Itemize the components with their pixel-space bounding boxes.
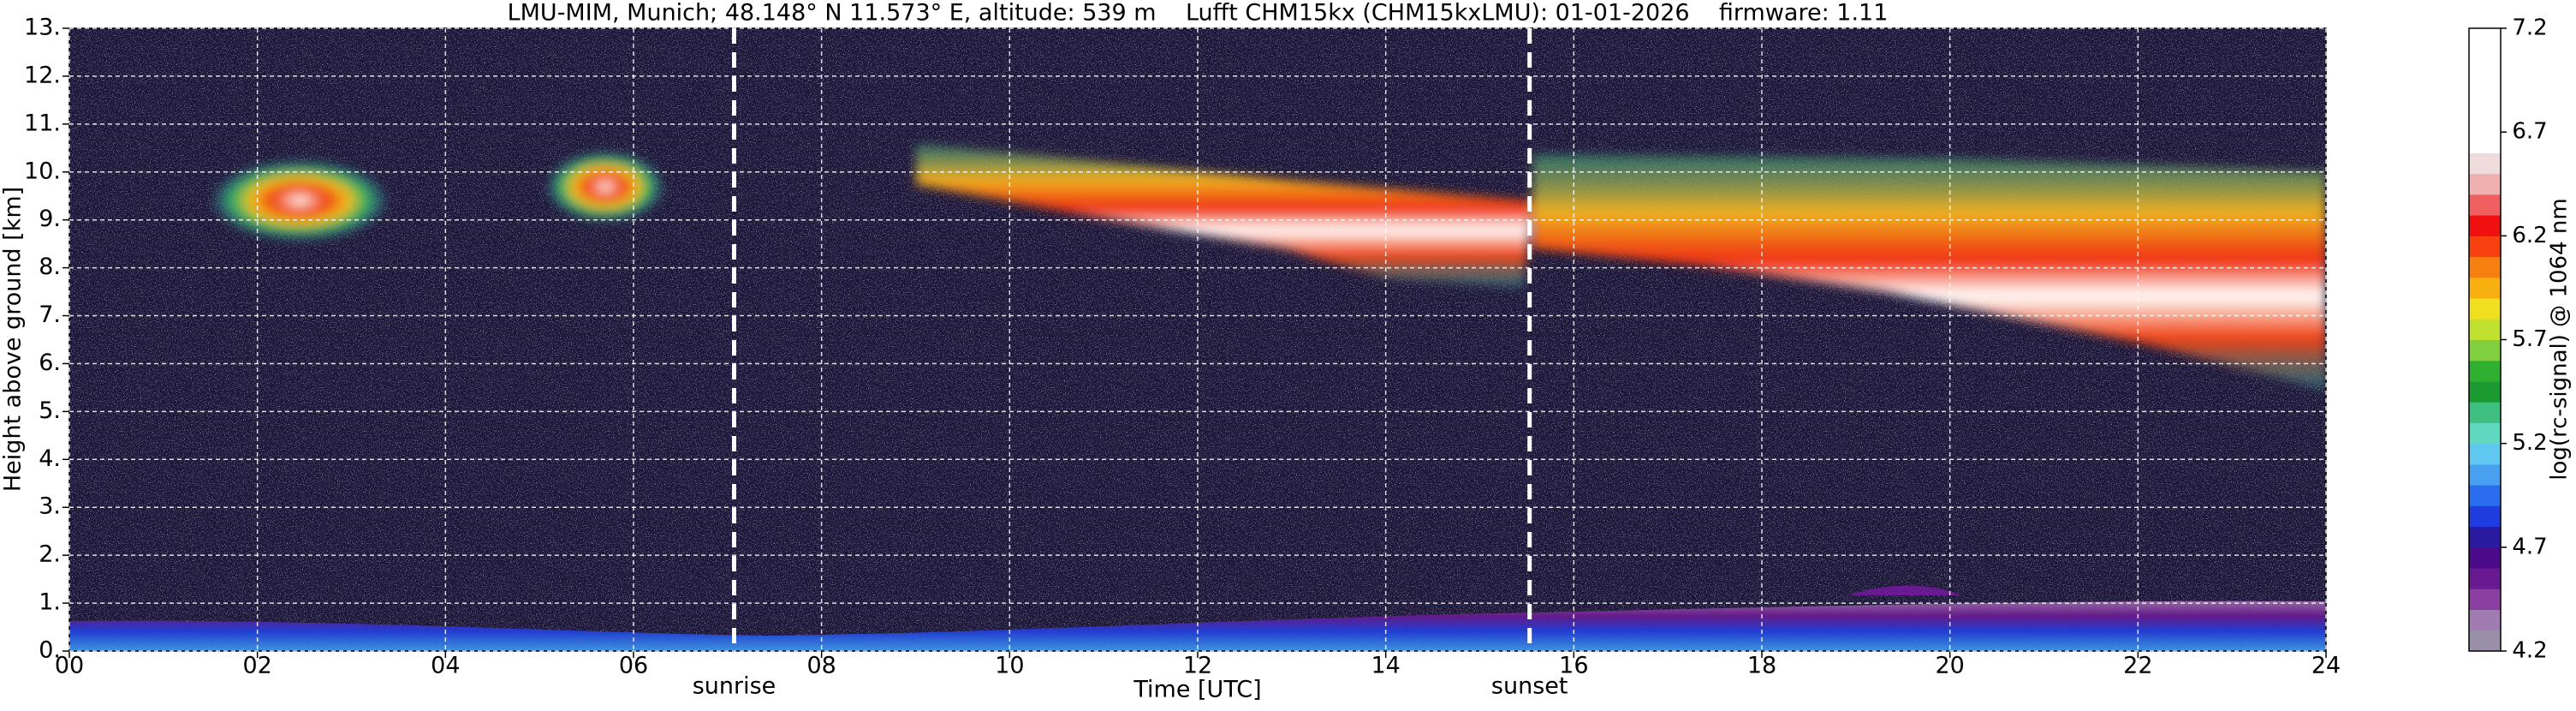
y-tick-label: 3. xyxy=(39,493,61,520)
colorbar-swatch xyxy=(2469,485,2501,506)
y-tick-label: 9. xyxy=(39,206,61,232)
colorbar-swatch xyxy=(2469,463,2501,486)
y-tick-label: 5. xyxy=(39,397,61,424)
colorbar-swatch xyxy=(2469,28,2501,50)
x-tick-label: 06 xyxy=(619,653,648,679)
colorbar-swatch xyxy=(2469,256,2501,278)
x-tick-label: 14 xyxy=(1371,653,1400,679)
x-tick-label: 12 xyxy=(1183,653,1212,679)
colorbar-swatch xyxy=(2469,443,2501,465)
colorbar-swatch xyxy=(2469,298,2501,320)
x-tick-label: 02 xyxy=(242,653,271,679)
y-tick-label: 4. xyxy=(39,445,61,472)
chart-title: LMU-MIM, Munich; 48.148° N 11.573° E, al… xyxy=(508,0,1889,27)
x-tick-label: 20 xyxy=(1935,653,1964,679)
x-tick-label: 08 xyxy=(806,653,836,679)
y-tick-label: 6. xyxy=(39,350,61,376)
colorbar-swatch xyxy=(2469,319,2501,340)
colorbar-swatch xyxy=(2469,547,2501,569)
colorbar-swatch xyxy=(2469,132,2501,153)
colorbar-swatch xyxy=(2469,236,2501,258)
x-tick-label: 04 xyxy=(431,653,460,679)
colorbar-swatch xyxy=(2469,90,2501,112)
y-tick-label: 8. xyxy=(39,254,61,280)
annotation-label: sunset xyxy=(1491,673,1568,700)
colorbar-swatch xyxy=(2469,568,2501,589)
x-tick-label: 16 xyxy=(1559,653,1588,679)
y-tick-label: 11. xyxy=(24,110,61,136)
x-tick-label: 18 xyxy=(1747,653,1776,679)
y-tick-label: 13. xyxy=(24,15,61,41)
colorbar-swatch xyxy=(2469,173,2501,195)
colorbar-swatch xyxy=(2469,630,2501,652)
y-tick-label: 0. xyxy=(39,637,61,664)
y-tick-label: 10. xyxy=(24,158,61,184)
colorbar-swatch xyxy=(2469,505,2501,528)
x-tick-label: 10 xyxy=(995,653,1024,679)
y-tick-label: 1. xyxy=(39,589,61,616)
colorbar-swatch xyxy=(2469,422,2501,445)
colorbar-swatch xyxy=(2469,215,2501,236)
colorbar-swatch xyxy=(2469,152,2501,175)
y-tick-label: 12. xyxy=(24,62,61,88)
colorbar-swatch xyxy=(2469,609,2501,631)
colorbar-swatch xyxy=(2469,589,2501,611)
colorbar-swatch xyxy=(2469,277,2501,299)
x-tick-label: 22 xyxy=(2123,653,2152,679)
colorbar-tick-label: 4.7 xyxy=(2512,534,2547,559)
x-tick-label: 00 xyxy=(55,653,84,679)
colorbar-tick-label: 6.7 xyxy=(2512,119,2547,145)
colorbar-swatch xyxy=(2469,339,2501,361)
colorbar-swatch xyxy=(2469,69,2501,92)
colorbar-swatch xyxy=(2469,380,2501,403)
x-tick-label: 24 xyxy=(2311,653,2341,679)
colorbar-swatch xyxy=(2469,526,2501,548)
colorbar-swatch xyxy=(2469,402,2501,423)
colorbar-tick-label: 4.2 xyxy=(2512,638,2547,664)
colorbar-tick-label: 5.2 xyxy=(2512,430,2547,456)
colorbar-tick-label: 5.7 xyxy=(2512,326,2547,352)
y-tick-label: 7. xyxy=(39,302,61,328)
colorbar-swatch xyxy=(2469,49,2501,70)
y-tick-label: 2. xyxy=(39,541,61,568)
annotation-label: sunrise xyxy=(693,673,776,700)
x-axis-label: Time [UTC] xyxy=(1133,677,1261,703)
colorbar-label: log(rc-signal) @ 1064 nm xyxy=(2547,198,2573,480)
colorbar-swatch xyxy=(2469,360,2501,382)
colorbar-tick-label: 6.2 xyxy=(2512,223,2547,248)
y-axis-label: Height above ground [km] xyxy=(0,187,27,492)
colorbar-tick-label: 7.2 xyxy=(2512,15,2547,41)
colorbar-swatch xyxy=(2469,194,2501,216)
colorbar-swatch xyxy=(2469,111,2501,133)
